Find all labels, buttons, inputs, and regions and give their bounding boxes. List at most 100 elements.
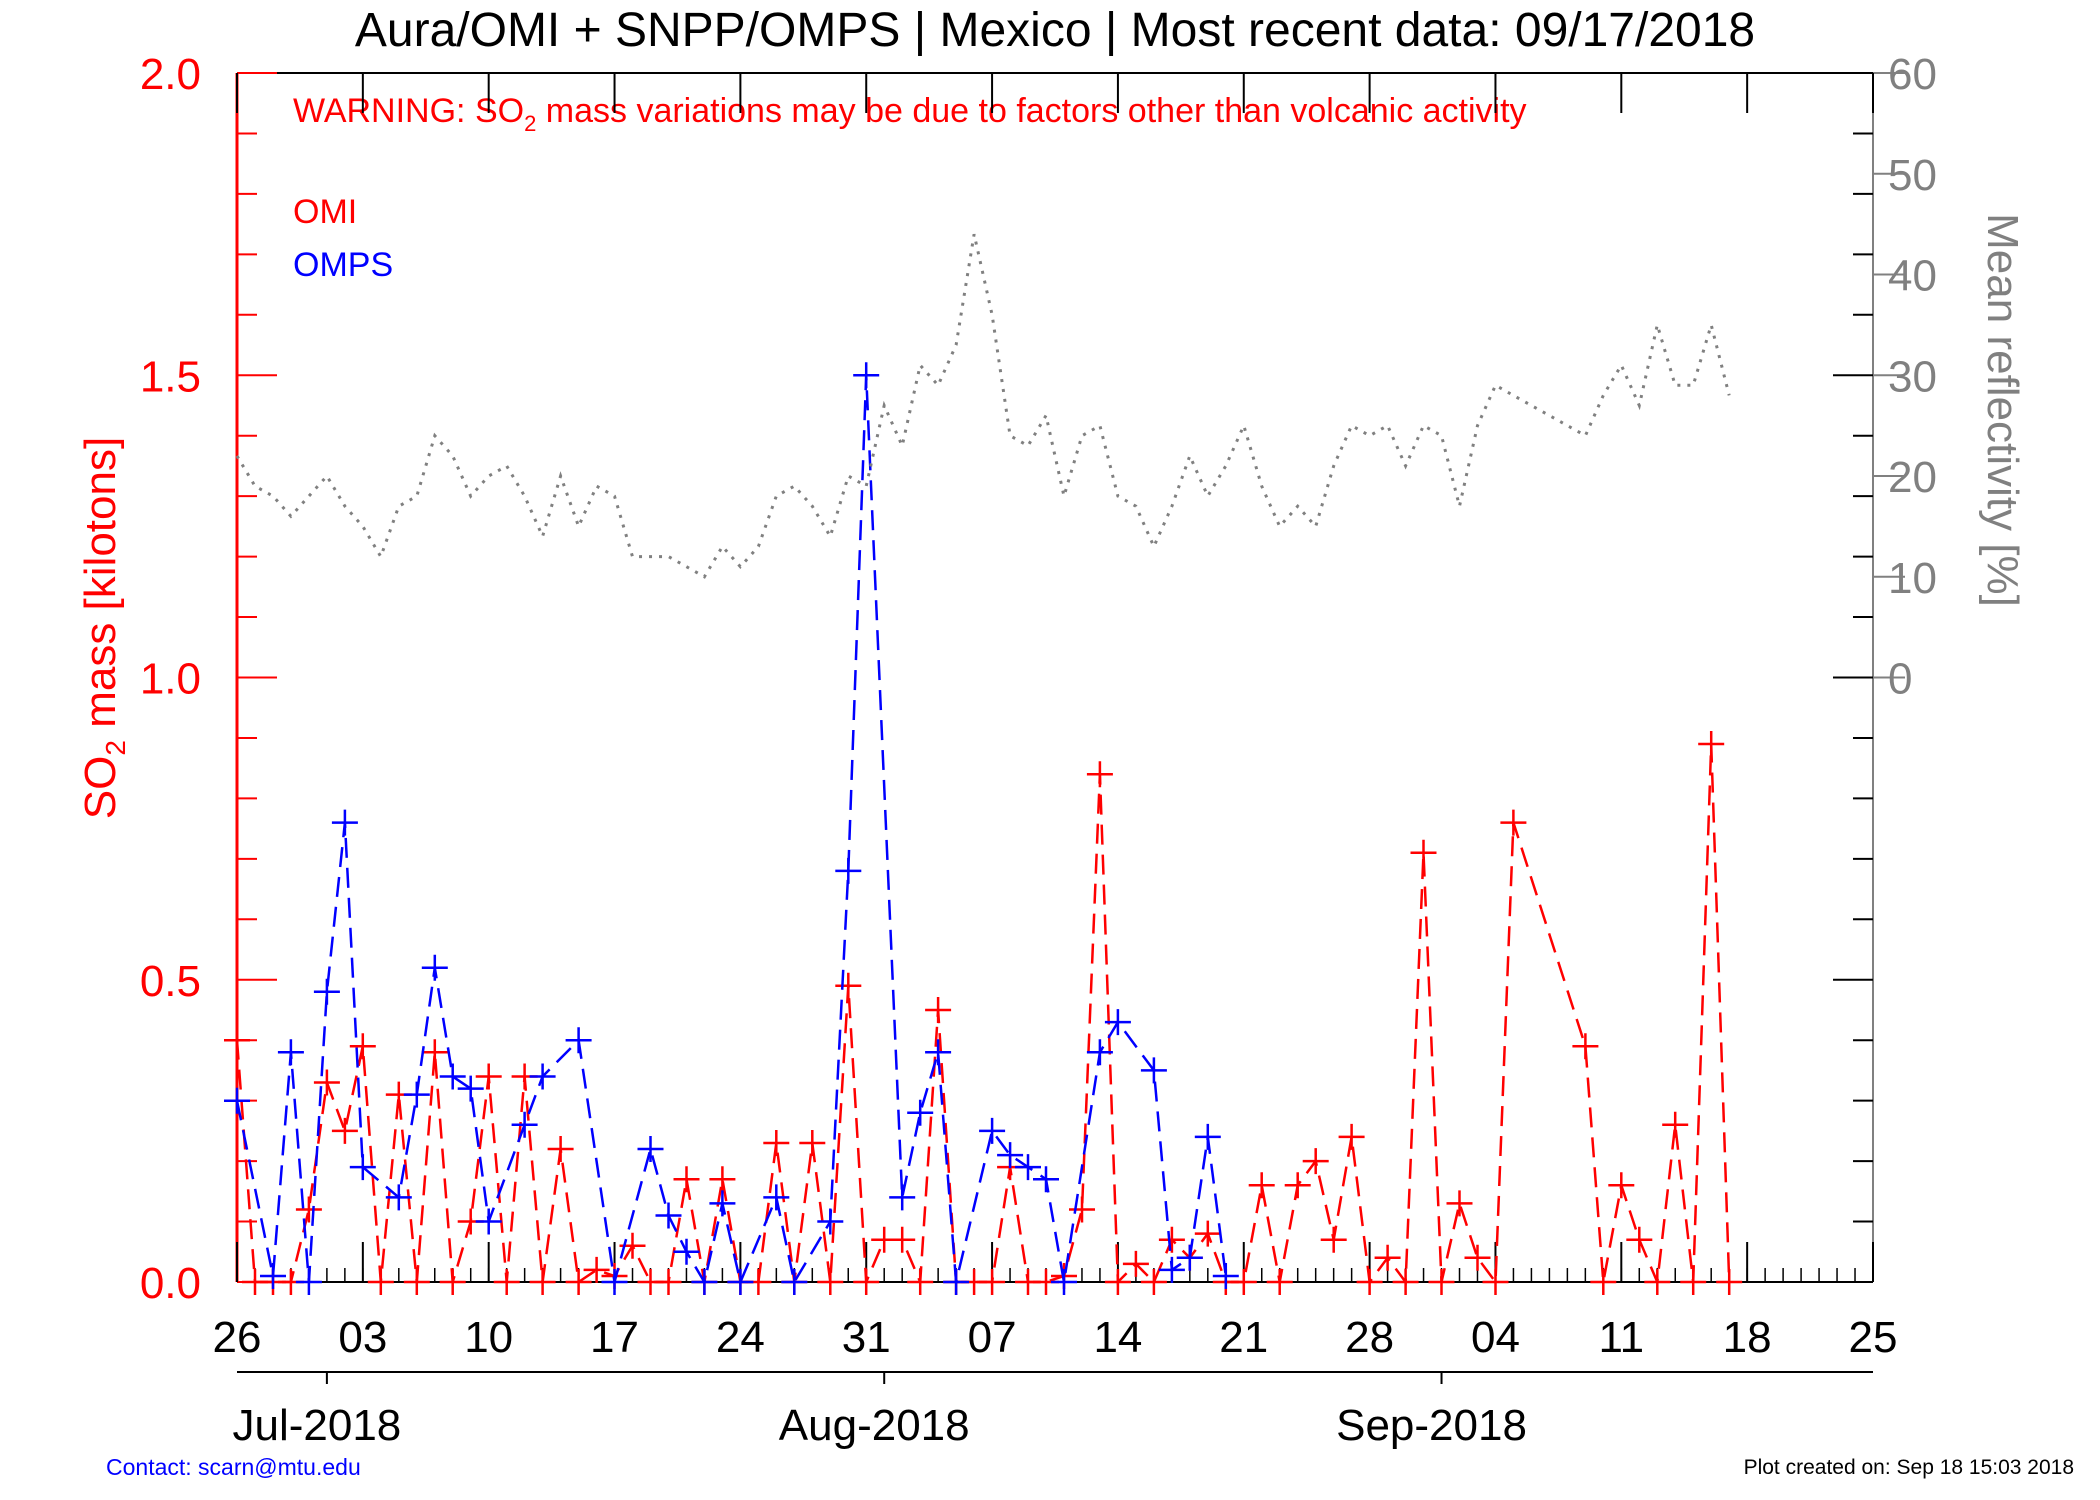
data-point (1608, 1172, 1635, 1199)
data-point (1069, 1196, 1095, 1223)
series-markers-omps (224, 362, 1239, 1295)
data-point (439, 1269, 466, 1295)
left-axis-tick-label: 1.5 (140, 352, 201, 401)
data-point (1698, 731, 1725, 757)
data-point (421, 1039, 448, 1066)
data-point (799, 1130, 826, 1156)
x-axis-tick-label: 17 (590, 1313, 639, 1362)
data-point (277, 1039, 304, 1066)
chart-title: Aura/OMI + SNPP/OMPS | Mexico | Most rec… (355, 4, 1755, 57)
data-point (511, 1111, 538, 1138)
data-point (853, 362, 880, 389)
left-axis-label-subscript: 2 (100, 740, 131, 756)
data-point (313, 978, 340, 1005)
data-point (601, 1269, 628, 1295)
contact-text: Contact: scarn@mtu.edu (106, 1454, 361, 1480)
left-axis-tick-label: 2.0 (140, 50, 201, 99)
data-point (313, 1069, 340, 1096)
data-point (1284, 1172, 1311, 1199)
x-axis-tick-label: 21 (1219, 1313, 1268, 1362)
x-axis-ticks: 26 03 10 17 24 31 07 14 21 28 04 11 18 25 (213, 73, 1897, 1362)
month-axis-label: Sep-2018 (1336, 1401, 1527, 1450)
data-point (224, 1027, 250, 1054)
data-point (979, 1269, 1006, 1295)
plot-frame (235, 72, 1874, 1283)
data-point (439, 1063, 466, 1090)
data-point (727, 1269, 754, 1295)
data-point (1500, 809, 1527, 836)
data-point (1644, 1269, 1671, 1295)
x-axis-tick-label: 10 (464, 1313, 513, 1362)
x-axis-tick-label: 11 (1598, 1313, 1644, 1362)
data-point (529, 1269, 556, 1295)
data-point (979, 1117, 1006, 1144)
data-point (385, 1184, 412, 1211)
data-point (1086, 761, 1113, 788)
data-point (403, 1081, 430, 1108)
data-point (295, 1196, 322, 1223)
right-axis-tick-label: 10 (1888, 554, 1937, 603)
data-point (655, 1202, 682, 1229)
x-axis-tick-label: 26 (213, 1313, 262, 1362)
data-point (1464, 1244, 1491, 1271)
data-point (403, 1269, 430, 1295)
data-point (1051, 1269, 1077, 1295)
data-point (1194, 1123, 1221, 1150)
data-point (547, 1136, 574, 1162)
right-axis-ticks: 0 10 20 30 40 50 60 (1873, 50, 1937, 704)
created-text: Plot created on: Sep 18 15:03 2018 (1743, 1456, 2074, 1479)
warning-prefix: WARNING: SO (293, 92, 524, 130)
data-point (565, 1269, 592, 1295)
month-axis-label: Jul-2018 (232, 1401, 401, 1450)
x-axis-tick-label: 28 (1345, 1313, 1394, 1362)
data-point (1428, 1269, 1455, 1295)
data-point (367, 1269, 394, 1295)
series-line-omi (235, 743, 1731, 1287)
left-axis-label-suffix: mass [kilotons] (76, 437, 125, 740)
data-point (1338, 1123, 1365, 1150)
warning-subscript: 2 (524, 111, 536, 136)
month-axis-label: Aug-2018 (779, 1401, 970, 1450)
left-axis-ticks: 0.0 0.5 1.0 1.5 2.0 (140, 50, 1873, 1308)
data-point (1140, 1269, 1167, 1295)
data-point (1626, 1226, 1653, 1253)
data-point (1410, 839, 1437, 866)
data-point (529, 1063, 556, 1090)
right-axis-tick-label: 30 (1888, 352, 1937, 401)
warning-suffix: mass variations may be due to factors ot… (536, 92, 1526, 130)
x-axis-tick-label: 18 (1723, 1313, 1772, 1362)
legend-omi: OMI (293, 193, 357, 231)
right-axis-tick-label: 20 (1888, 453, 1937, 502)
data-point (1716, 1269, 1743, 1295)
right-axis-tick-label: 0 (1888, 655, 1912, 704)
data-point (1122, 1250, 1149, 1277)
x-axis-tick-label: 04 (1471, 1313, 1520, 1362)
data-point (709, 1190, 736, 1217)
data-point (817, 1208, 844, 1235)
series-line-mean-reflectivity (235, 233, 1731, 579)
data-point (1590, 1269, 1617, 1295)
data-point (1320, 1226, 1347, 1253)
data-point (1572, 1033, 1599, 1060)
data-point (331, 809, 358, 836)
data-point (655, 1269, 682, 1295)
data-point (763, 1130, 790, 1156)
data-point (1446, 1190, 1473, 1217)
data-point (889, 1184, 916, 1211)
data-point (1212, 1263, 1239, 1289)
data-point (835, 857, 862, 884)
data-point (1104, 1269, 1131, 1295)
data-point (224, 1087, 250, 1114)
data-point (1662, 1111, 1689, 1138)
right-axis-label: Mean reflectivity [%] (1978, 213, 2027, 607)
x-axis-tick-label: 07 (968, 1313, 1017, 1362)
data-point (1015, 1154, 1041, 1181)
data-point (475, 1063, 502, 1090)
data-point (1086, 1039, 1113, 1066)
data-point (691, 1269, 718, 1295)
data-point (1176, 1244, 1203, 1271)
data-point (565, 1027, 592, 1054)
right-axis-tick-label: 40 (1888, 252, 1937, 301)
data-point (1302, 1148, 1329, 1175)
data-point (781, 1269, 808, 1295)
